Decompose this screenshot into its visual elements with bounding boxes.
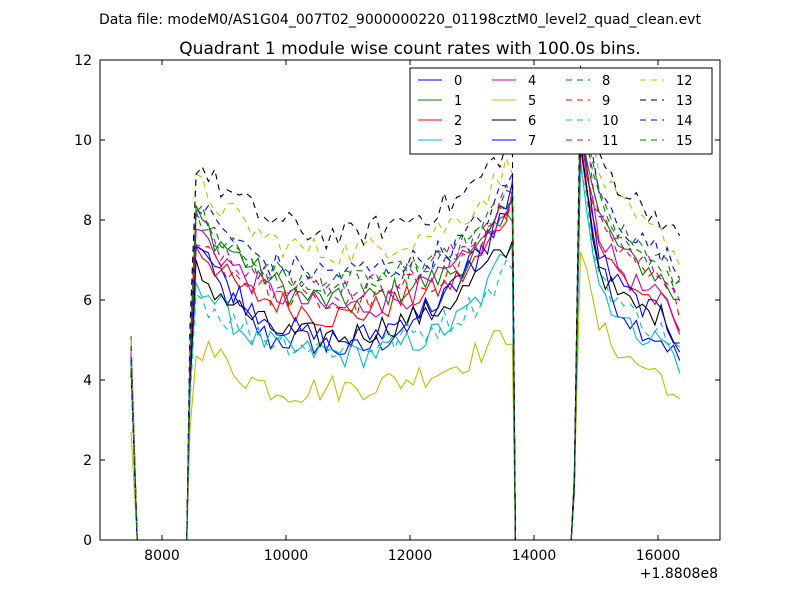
legend-label-10: 10 bbox=[602, 114, 619, 129]
y-tick-label: 10 bbox=[74, 133, 92, 149]
y-tick-label: 12 bbox=[74, 53, 92, 69]
series-line-13 bbox=[130, 63, 681, 541]
series-line-6 bbox=[130, 143, 680, 541]
legend-label-4: 4 bbox=[528, 74, 536, 89]
y-tick-label: 0 bbox=[83, 533, 92, 549]
series-line-7 bbox=[130, 131, 681, 541]
series-line-3 bbox=[130, 159, 681, 541]
x-offset-label: +1.8808e8 bbox=[640, 566, 718, 582]
legend-label-7: 7 bbox=[528, 134, 536, 149]
series-line-12 bbox=[130, 75, 681, 541]
y-tick-label: 6 bbox=[83, 293, 92, 309]
series-line-14 bbox=[130, 95, 681, 541]
legend-label-11: 11 bbox=[602, 134, 619, 149]
series-line-4 bbox=[130, 127, 681, 541]
y-tick-label: 2 bbox=[83, 453, 92, 469]
legend-label-12: 12 bbox=[676, 74, 693, 89]
page-title: Data file: modeM0/AS1G04_007T02_90000002… bbox=[99, 12, 701, 28]
legend-label-6: 6 bbox=[528, 114, 536, 129]
series-line-10 bbox=[130, 167, 680, 541]
y-tick-label: 4 bbox=[83, 373, 92, 389]
legend-label-2: 2 bbox=[454, 114, 462, 129]
legend-label-9: 9 bbox=[602, 94, 610, 109]
legend-label-15: 15 bbox=[676, 134, 693, 149]
legend-label-3: 3 bbox=[454, 134, 462, 149]
x-tick-label: 8000 bbox=[144, 548, 180, 564]
x-axis: 8000 10000 12000 14000 16000 bbox=[144, 60, 680, 564]
legend-label-0: 0 bbox=[454, 74, 462, 89]
series-line-2 bbox=[130, 147, 681, 541]
series-line-8 bbox=[130, 99, 680, 541]
legend-label-14: 14 bbox=[676, 114, 693, 129]
series-line-11 bbox=[130, 107, 681, 541]
series-line-0 bbox=[130, 139, 681, 541]
y-tick-label: 8 bbox=[83, 213, 92, 229]
legend-label-1: 1 bbox=[454, 94, 462, 109]
legend-label-5: 5 bbox=[528, 94, 536, 109]
series-line-15 bbox=[130, 103, 681, 541]
x-tick-label: 12000 bbox=[388, 548, 433, 564]
legend-label-8: 8 bbox=[602, 74, 610, 89]
chart-title: Quadrant 1 module wise count rates with … bbox=[179, 39, 640, 59]
x-tick-label: 16000 bbox=[636, 548, 681, 564]
legend-box bbox=[409, 67, 713, 155]
legend-label-13: 13 bbox=[676, 94, 693, 109]
x-tick-label: 14000 bbox=[512, 548, 557, 564]
series-line-5 bbox=[130, 251, 681, 541]
plot-lines bbox=[130, 63, 681, 541]
series-line-9 bbox=[130, 123, 681, 541]
x-tick-label: 10000 bbox=[264, 548, 309, 564]
